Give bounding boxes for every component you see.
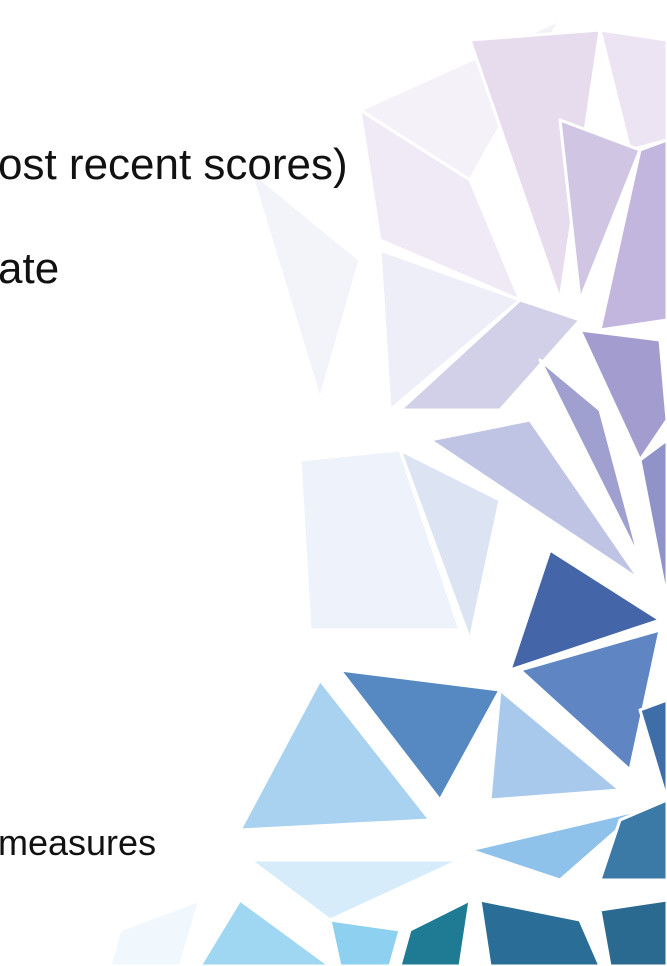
decor-triangle [200,900,330,966]
decor-triangle [110,900,200,966]
decor-triangle [250,860,460,920]
text-line: measures [0,822,156,864]
decor-triangle [600,30,667,150]
text-line: ost recent scores) [0,140,348,190]
slide: {"texts": ["ost recent scores)", "ate", … [0,0,667,966]
text-line: ate [0,244,59,294]
decor-triangle [600,900,667,966]
decor-triangle [330,920,400,966]
decor-triangle [640,700,667,800]
decor-triangle [400,900,470,966]
decor-triangle [480,900,600,966]
decor-triangle [250,170,360,400]
decor-triangle [640,440,667,600]
